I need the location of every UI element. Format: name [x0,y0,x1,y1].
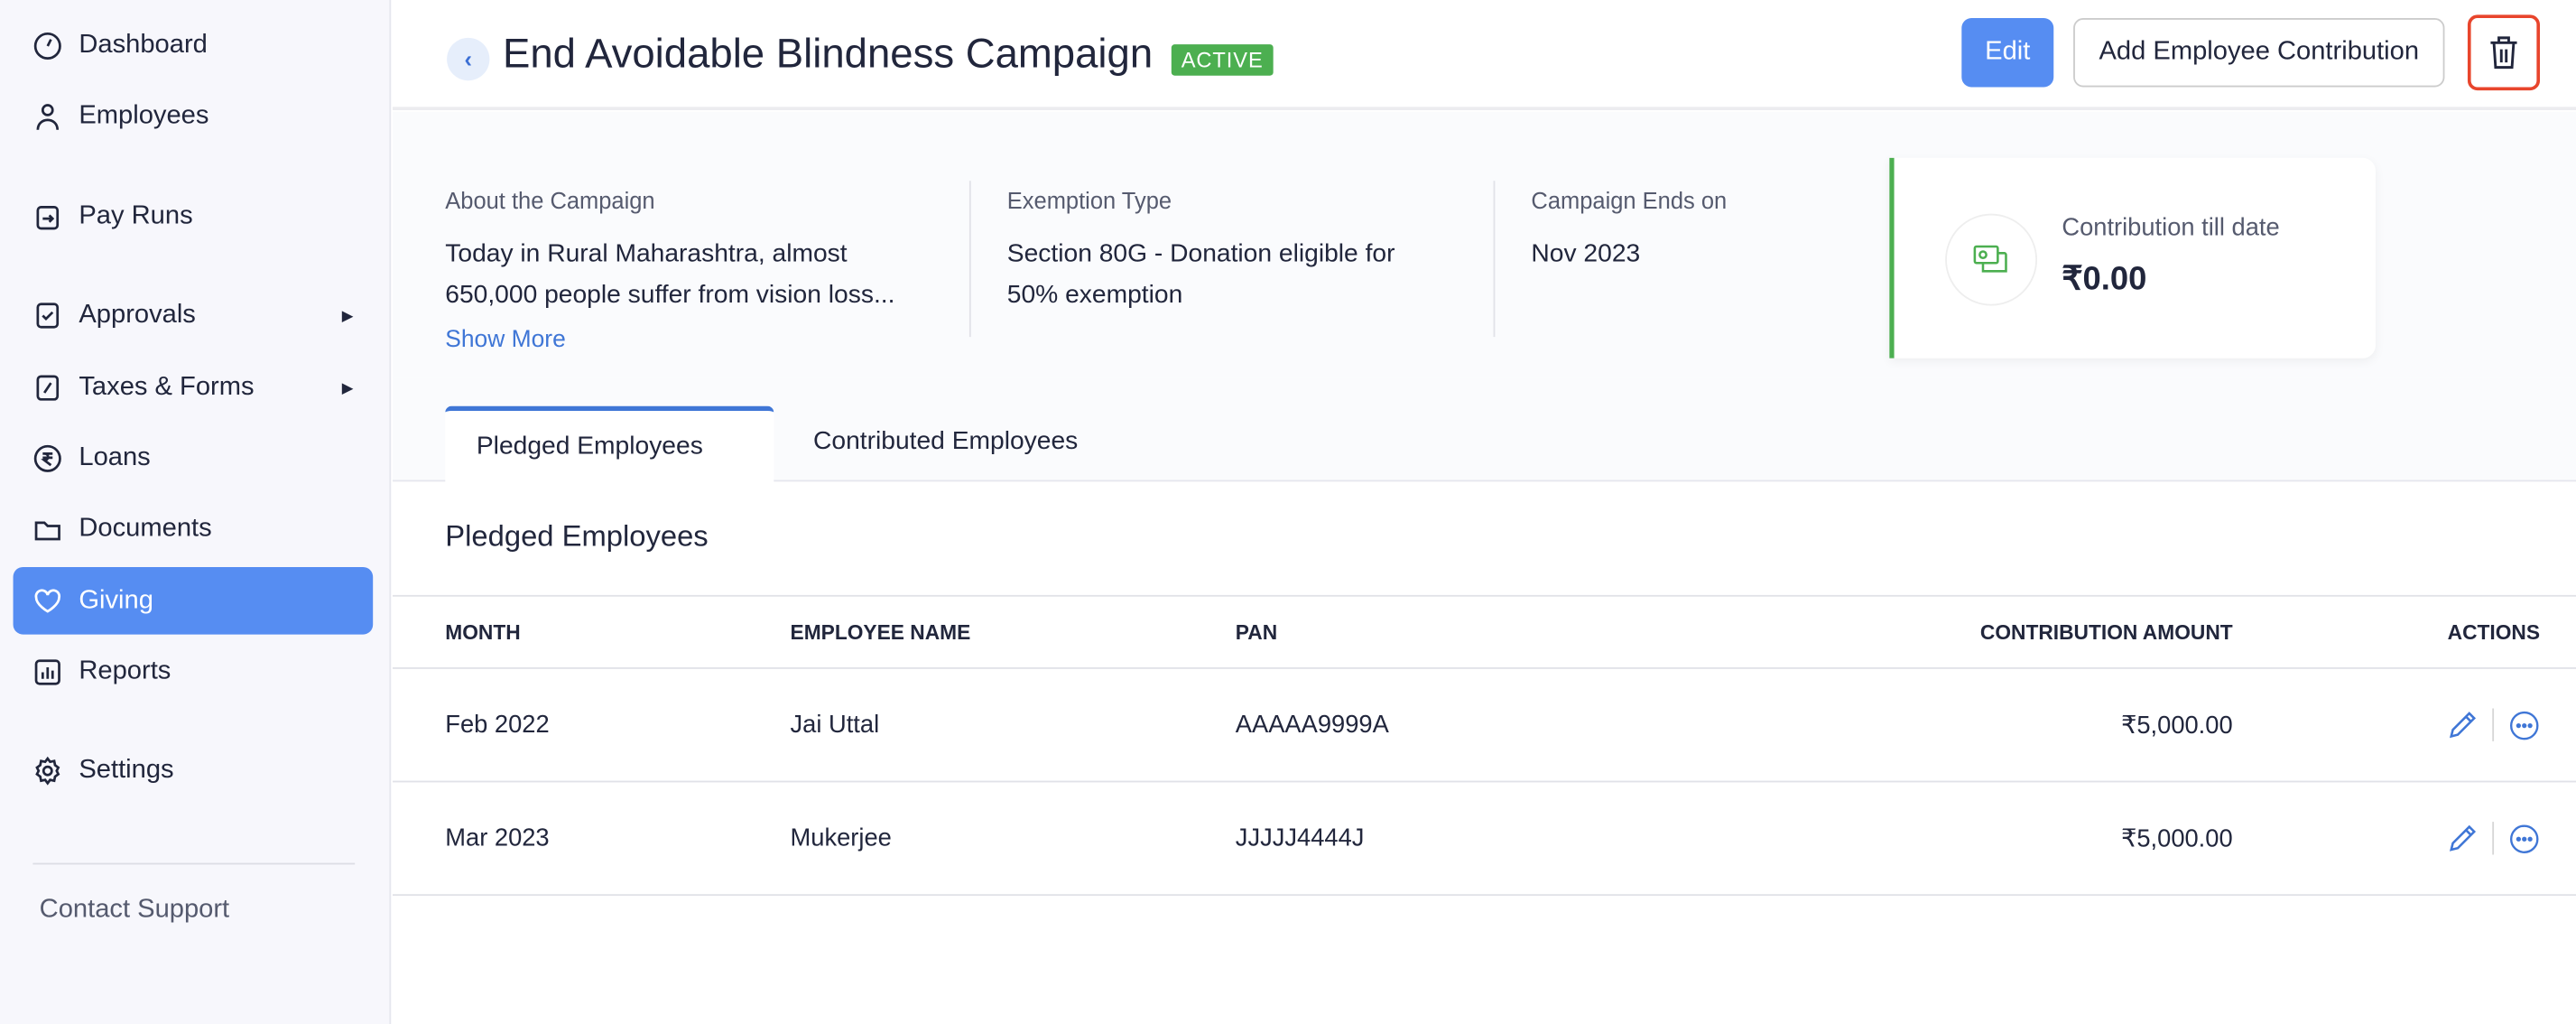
divider [2492,708,2495,741]
divider [393,894,2576,897]
about-label: About the Campaign [445,187,655,214]
sidebar-item-employees[interactable]: Employees [14,84,374,150]
column-header-month: MONTH [445,620,521,644]
column-header-contribution-amount: CONTRIBUTION AMOUNT [1979,620,2233,644]
tax-icon [36,375,60,401]
sidebar-item-giving[interactable]: Giving [13,566,374,635]
sidebar-item-pay-runs[interactable]: Pay Runs [14,184,374,250]
divider [32,862,356,865]
amount-cell: ₹5,000.00 [2120,712,2233,740]
divider [968,181,971,338]
sidebar-item-label: Loans [79,443,151,472]
sidebar-item-label: Approvals [79,301,196,330]
sidebar-item-label: Employees [79,101,209,130]
sidebar-item-approvals[interactable]: Approvals ▶ [14,283,374,349]
column-header-pan: PAN [1235,620,1278,644]
divider [1493,181,1496,338]
campaign-info: About the Campaign Today in Rural Mahara… [393,111,2576,378]
caret-right-icon: ▶ [341,306,354,323]
sidebar-item-loans[interactable]: Loans [14,425,374,491]
employee-name-cell: Mukerjee [790,824,892,852]
show-more-link[interactable]: Show More [445,327,566,354]
rupee-icon [33,444,61,472]
delete-button[interactable] [2467,14,2541,91]
sidebar-item-documents[interactable]: Documents [14,497,374,563]
approvals-icon [36,303,60,329]
edit-pencil-icon[interactable] [2448,824,2478,853]
amount-cell: ₹5,000.00 [2120,824,2233,853]
money-icon [1945,213,2038,306]
reports-icon [34,659,60,685]
chevron-left-icon: ‹ [464,45,472,73]
row-actions [2448,822,2540,855]
exemption-label: Exemption Type [1006,187,1172,214]
contribution-card: Contribution till date ₹0.00 [1889,157,2377,358]
sidebar-item-label: Dashboard [79,31,208,60]
pay-runs-icon [36,205,60,230]
contribution-value: ₹0.00 [2062,261,2147,298]
folder-icon [34,521,60,541]
about-text-line2: 650,000 people suffer from vision loss..… [445,281,895,310]
dashboard-icon [33,32,61,60]
contribution-label: Contribution till date [2062,213,2280,242]
month-cell: Mar 2023 [445,824,550,852]
gear-icon [35,756,60,786]
page-header: ‹ End Avoidable Blindness Campaign ACTIV… [393,0,2576,110]
page-title: End Avoidable Blindness Campaign [502,31,1154,78]
pledged-employees-table: MONTH EMPLOYEE NAME PAN CONTRIBUTION AMO… [393,594,2576,897]
table-row: Feb 2022 Jai Uttal AAAAA9999A ₹5,000.00 [393,667,2576,781]
month-cell: Feb 2022 [445,711,550,740]
contact-support-link[interactable]: Contact Support [39,896,230,924]
exemption-line2: 50% exemption [1006,281,1183,310]
table-header: MONTH EMPLOYEE NAME PAN CONTRIBUTION AMO… [393,594,2576,667]
user-icon [36,104,60,130]
campaign-ends-value: Nov 2023 [1531,239,1641,268]
column-header-employee-name: EMPLOYEE NAME [790,620,971,644]
edit-pencil-icon[interactable] [2448,710,2478,740]
sidebar-item-taxes-forms[interactable]: Taxes & Forms ▶ [14,355,374,421]
sidebar-item-label: Reports [79,657,171,686]
tab-pledged-employees[interactable]: Pledged Employees [445,405,774,484]
edit-button[interactable]: Edit [1961,18,2054,88]
sidebar: Dashboard Employees Pay Runs Approvals ▶ … [0,0,392,1024]
more-options-icon[interactable] [2508,709,2540,740]
sidebar-item-label: Settings [79,756,174,785]
sidebar-item-label: Documents [79,514,212,543]
campaign-ends-label: Campaign Ends on [1531,187,1728,214]
row-actions [2448,708,2540,741]
status-badge: ACTIVE [1171,44,1274,76]
sidebar-item-dashboard[interactable]: Dashboard [14,14,374,79]
add-employee-contribution-button[interactable]: Add Employee Contribution [2073,18,2445,88]
employee-name-cell: Jai Uttal [790,711,880,740]
back-button[interactable]: ‹ [447,37,490,81]
more-options-icon[interactable] [2508,823,2540,854]
sidebar-item-reports[interactable]: Reports [14,639,374,705]
divider [2492,822,2495,855]
heart-icon [34,588,61,612]
column-header-actions: ACTIONS [2447,620,2541,644]
trash-icon [2490,36,2517,70]
pan-cell: JJJJJ4444J [1235,824,1365,852]
about-text-line1: Today in Rural Maharashtra, almost [445,239,848,268]
table-row: Mar 2023 Mukerjee JJJJJ4444J ₹5,000.00 [393,780,2576,895]
sidebar-item-label: Giving [79,585,153,614]
sidebar-item-label: Pay Runs [79,201,193,230]
tab-bar: Pledged Employees Contributed Employees [393,377,2576,484]
section-title: Pledged Employees [445,519,709,553]
pan-cell: AAAAA9999A [1235,711,1389,740]
sidebar-item-settings[interactable]: Settings [14,738,374,804]
sidebar-item-label: Taxes & Forms [79,373,255,402]
tab-contributed-employees[interactable]: Contributed Employees [812,427,1079,456]
caret-right-icon: ▶ [341,378,354,396]
exemption-line1: Section 80G - Donation eligible for [1006,239,1395,268]
